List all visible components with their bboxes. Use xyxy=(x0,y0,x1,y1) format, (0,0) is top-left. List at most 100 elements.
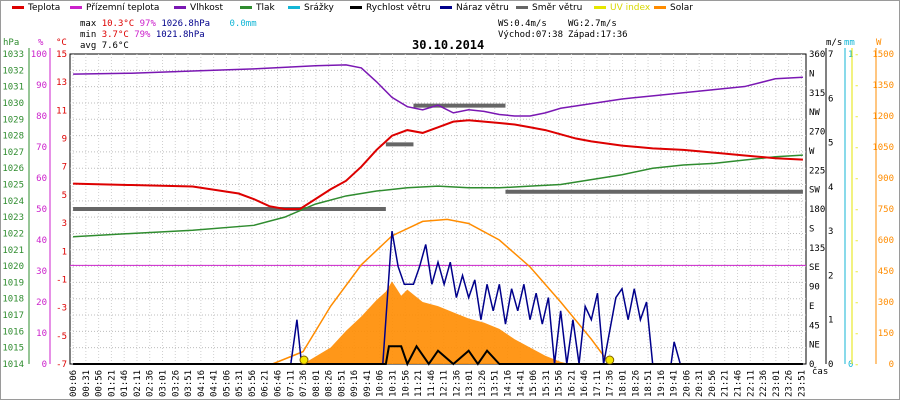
legend-item-4: Srážky xyxy=(288,3,334,13)
w-axis-tick-2: 1200 xyxy=(872,112,894,122)
uv-axis-tick-10: - xyxy=(854,360,859,370)
pct-axis-tick-3: 70 xyxy=(36,143,47,153)
pct-axis-unit: % xyxy=(38,38,44,48)
ms-axis-tick-7: 0 xyxy=(828,360,833,370)
sunrise-info: Východ:07:38 xyxy=(498,30,564,40)
series-pressure-line xyxy=(73,154,803,238)
uv-axis-tick-4: - xyxy=(854,174,859,184)
time-tick-21: 08:51 xyxy=(337,370,347,397)
legend-swatch-0 xyxy=(12,6,24,9)
legend-item-9: Solar xyxy=(654,3,693,13)
stats-max-row: max 10.3°C 97% 1026.8hPa 0.0mm xyxy=(80,19,257,29)
time-tick-27: 11:21 xyxy=(414,370,424,397)
pct-axis-tick-10: 0 xyxy=(42,360,47,370)
time-tick-25: 10:31 xyxy=(389,370,399,397)
hpa-axis-tick-11: 1022 xyxy=(2,229,24,239)
pct-axis-tick-8: 20 xyxy=(36,298,47,308)
time-tick-47: 19:41 xyxy=(670,370,680,397)
uv-axis-tick-5: - xyxy=(854,205,859,215)
dir-axis-tick-14: 45 xyxy=(809,321,820,331)
time-tick-11: 04:41 xyxy=(210,370,220,397)
w-axis-tick-8: 300 xyxy=(878,298,894,308)
w-axis-tick-0: 1500 xyxy=(872,50,894,60)
pct-axis-tick-2: 80 xyxy=(36,112,47,122)
ms-axis-tick-3: 4 xyxy=(828,183,833,193)
legend-item-2: Vlhkost xyxy=(174,3,223,13)
w-axis-tick-4: 900 xyxy=(878,174,894,184)
legend-label-3: Tlak xyxy=(256,3,275,13)
hpa-axis-tick-9: 1024 xyxy=(2,197,24,207)
time-tick-19: 08:01 xyxy=(312,370,322,397)
pct-axis-tick-6: 40 xyxy=(36,236,47,246)
legend-label-2: Vlhkost xyxy=(190,3,223,13)
time-tick-23: 09:41 xyxy=(363,370,373,397)
hpa-axis-tick-1: 1032 xyxy=(2,66,24,76)
hpa-axis-tick-4: 1029 xyxy=(2,115,24,125)
legend-label-5: Rychlost větru xyxy=(366,3,431,13)
degc-axis-tick-1: 13 xyxy=(56,78,67,88)
hpa-axis-tick-8: 1025 xyxy=(2,181,24,191)
w-axis-tick-1: 1350 xyxy=(872,81,894,91)
legend-swatch-9 xyxy=(654,6,666,9)
chart-date-title: 30.10.2014 xyxy=(412,38,485,52)
time-tick-1: 00:31 xyxy=(82,370,92,397)
time-unit-label: čas xyxy=(812,366,828,377)
legend-swatch-8 xyxy=(594,6,606,9)
stats-max-humidity: 97% xyxy=(139,19,156,29)
dir-axis-tick-1: N xyxy=(809,69,814,79)
time-tick-8: 03:26 xyxy=(171,370,181,397)
mm-unit: mm xyxy=(844,38,855,48)
stats-max-label: max xyxy=(80,19,97,29)
time-tick-48: 20:06 xyxy=(682,370,692,397)
series-temperature-line xyxy=(73,119,803,210)
dir-axis-tick-10: 135 xyxy=(809,244,825,254)
time-tick-31: 13:01 xyxy=(465,370,475,397)
time-tick-51: 21:21 xyxy=(721,370,731,397)
time-tick-5: 02:11 xyxy=(133,370,143,397)
legend-item-5: Rychlost větru xyxy=(350,3,431,13)
time-tick-36: 15:06 xyxy=(529,370,539,397)
time-tick-6: 02:36 xyxy=(146,370,156,397)
time-tick-29: 12:11 xyxy=(440,370,450,397)
dir-axis-tick-15: NE xyxy=(809,341,820,351)
stats-min-pressure: 1021.8hPa xyxy=(155,30,205,40)
time-tick-50: 20:56 xyxy=(708,370,718,397)
time-tick-43: 18:01 xyxy=(619,370,629,397)
stats-max-rain: 0.0mm xyxy=(229,19,257,29)
time-tick-44: 18:26 xyxy=(631,370,641,397)
time-tick-33: 13:51 xyxy=(491,370,501,397)
legend-label-8: UV index xyxy=(610,3,651,13)
degc-axis-tick-7: 1 xyxy=(62,247,67,257)
legend-item-6: Náraz větru xyxy=(440,3,509,13)
pct-axis-tick-7: 30 xyxy=(36,267,47,277)
dir-axis-tick-3: NW xyxy=(809,108,820,118)
degc-axis-tick-5: 5 xyxy=(62,191,67,201)
time-tick-37: 15:31 xyxy=(542,370,552,397)
sunset-info: Západ:17:36 xyxy=(568,30,628,40)
time-tick-39: 16:21 xyxy=(567,370,577,397)
time-tick-24: 10:06 xyxy=(376,370,386,397)
stats-avg-temp: 7.6°C xyxy=(101,41,129,51)
time-tick-53: 22:11 xyxy=(746,370,756,397)
sun-marker-sunset xyxy=(605,355,615,365)
series-solar-measured-area xyxy=(303,281,570,364)
series-wind-gust-line xyxy=(73,231,803,365)
legend-label-0: Teplota xyxy=(28,3,61,13)
hpa-axis-tick-17: 1016 xyxy=(2,327,24,337)
stats-avg-label: avg xyxy=(80,41,97,51)
stats-min-label: min xyxy=(80,30,97,40)
series-solar-curve xyxy=(272,218,611,365)
time-tick-4: 01:46 xyxy=(120,370,130,397)
hpa-axis-tick-3: 1030 xyxy=(2,99,24,109)
hpa-axis-tick-2: 1031 xyxy=(2,83,24,93)
uv-axis-tick-7: - xyxy=(854,267,859,277)
w-axis-tick-9: 150 xyxy=(878,329,894,339)
pct-axis-tick-9: 10 xyxy=(36,329,47,339)
hpa-axis-tick-6: 1027 xyxy=(2,148,24,158)
time-tick-46: 19:16 xyxy=(657,370,667,397)
dir-axis-tick-9: S xyxy=(809,224,814,234)
time-tick-13: 05:31 xyxy=(235,370,245,397)
ms-axis-tick-1: 6 xyxy=(828,94,833,104)
time-tick-54: 22:36 xyxy=(759,370,769,397)
